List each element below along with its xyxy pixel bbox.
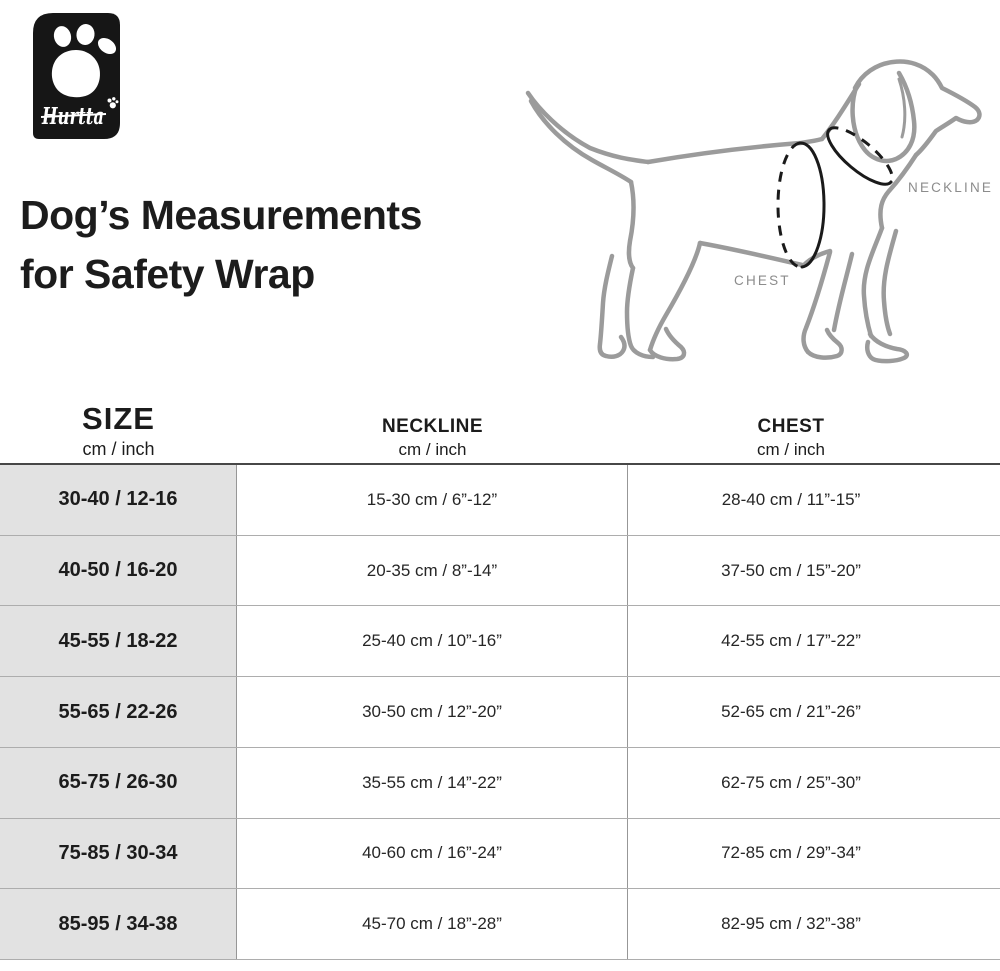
column-header-chest-units: cm / inch bbox=[756, 440, 826, 459]
neckline-cell: 15-30 cm / 6”-12” bbox=[237, 465, 628, 535]
chest-cell: 52-65 cm / 21”-26” bbox=[721, 702, 861, 722]
column-header-chest-label: CHEST bbox=[757, 416, 825, 437]
chest-diagram-label: CHEST bbox=[734, 273, 791, 288]
size-cell: 30-40 / 12-16 bbox=[0, 465, 237, 535]
dog-hind-leg-far-line bbox=[597, 253, 627, 360]
dog-throat-line bbox=[878, 152, 919, 231]
chest-cell: 37-50 cm / 15”-20” bbox=[721, 560, 861, 580]
table-row: 45-55 / 18-22 25-40 cm / 10”-16” 42-55 c… bbox=[0, 606, 1000, 678]
neckline-cell: 35-55 cm / 14”-22” bbox=[237, 747, 628, 818]
column-header-chest: CHEST cm / inch bbox=[628, 416, 1000, 460]
neckline-cell: 25-40 cm / 10”-16” bbox=[237, 606, 628, 677]
size-cell: 55-65 / 22-26 bbox=[0, 677, 237, 747]
hurtta-logo: Hurtta bbox=[33, 13, 120, 139]
chest-cell: 62-75 cm / 25”-30” bbox=[721, 772, 861, 792]
size-cell: 75-85 / 30-34 bbox=[0, 818, 237, 889]
column-header-neckline: NECKLINE cm / inch bbox=[237, 416, 628, 460]
neckline-diagram-label: NECKLINE bbox=[908, 180, 993, 195]
table-row: 85-95 / 34-38 45-70 cm / 18”-28” 82-95 c… bbox=[0, 889, 1000, 961]
column-header-size: SIZE cm / inch bbox=[0, 401, 237, 460]
title-line2: for Safety Wrap bbox=[20, 251, 315, 297]
table-header: SIZE cm / inch NECKLINE cm / inch CHEST … bbox=[0, 396, 1000, 462]
table-row: 30-40 / 12-16 15-30 cm / 6”-12” 28-40 cm… bbox=[0, 465, 1000, 536]
chest-cell: 82-95 cm / 32”-38” bbox=[721, 914, 861, 934]
dog-back-line bbox=[645, 136, 825, 165]
size-table: 30-40 / 12-16 15-30 cm / 6”-12” 28-40 cm… bbox=[0, 463, 1000, 961]
neckline-cell: 45-70 cm / 18”-28” bbox=[237, 889, 628, 960]
dog-diagram-svg: NECKLINE CHEST bbox=[525, 59, 993, 364]
dog-ear-line bbox=[850, 70, 917, 164]
chest-cell: 72-85 cm / 29”-34” bbox=[721, 843, 861, 863]
dog-tail-top-line bbox=[525, 90, 651, 165]
dog-front-paw-far bbox=[805, 327, 844, 360]
chest-cell: 28-40 cm / 11”-15” bbox=[721, 489, 861, 509]
hurtta-logo-svg: Hurtta bbox=[33, 13, 120, 139]
dog-belly-line bbox=[697, 240, 805, 268]
dog-head-line bbox=[852, 59, 982, 158]
neckline-cell: 20-35 cm / 8”-14” bbox=[237, 535, 628, 606]
title-line1: Dog’s Measurements bbox=[20, 192, 422, 238]
hurtta-paw-icon bbox=[51, 24, 117, 98]
dog-rump-line bbox=[626, 179, 636, 271]
size-cell: 45-55 / 18-22 bbox=[0, 606, 237, 677]
dog-hind-leg-near-front-line bbox=[647, 240, 703, 353]
dog-hind-shin-line bbox=[624, 265, 656, 360]
size-cell: 40-50 / 16-20 bbox=[0, 535, 237, 606]
dog-ear-inner-line bbox=[897, 77, 907, 139]
dog-front-leg-far-front-line bbox=[801, 249, 833, 355]
neckline-cell: 30-50 cm / 12”-20” bbox=[237, 677, 628, 747]
chest-measure-dashed bbox=[776, 141, 803, 269]
chest-cell: 42-55 cm / 17”-22” bbox=[721, 631, 861, 651]
table-row: 75-85 / 30-34 40-60 cm / 16”-24” 72-85 c… bbox=[0, 818, 1000, 890]
dog-front-paw-near bbox=[864, 331, 910, 364]
column-header-size-units: cm / inch bbox=[82, 439, 155, 459]
table-row: 55-65 / 22-26 30-50 cm / 12”-20” 52-65 c… bbox=[0, 677, 1000, 748]
column-header-neckline-label: NECKLINE bbox=[381, 416, 484, 437]
dog-front-leg-near-front-line bbox=[861, 225, 885, 339]
table-row: 65-75 / 26-30 35-55 cm / 14”-22” 62-75 c… bbox=[0, 747, 1000, 819]
neckline-measure-solid bbox=[826, 128, 893, 186]
size-cell: 65-75 / 26-30 bbox=[0, 747, 237, 818]
dog-measurement-diagram: NECKLINE CHEST bbox=[505, 35, 995, 385]
wordmark-strike-line bbox=[40, 113, 107, 118]
column-header-size-label: SIZE bbox=[82, 401, 155, 436]
table-row: 40-50 / 16-20 20-35 cm / 8”-14” 37-50 cm… bbox=[0, 535, 1000, 607]
dog-tail-bottom-line bbox=[528, 98, 634, 185]
size-cell: 85-95 / 34-38 bbox=[0, 889, 237, 960]
page-title: Dog’s Measurements for Safety Wrap bbox=[20, 186, 540, 304]
neckline-measure-dashed bbox=[827, 126, 894, 183]
dog-front-leg-near-back-line bbox=[881, 228, 899, 337]
dog-front-leg-far-back-line bbox=[831, 251, 855, 333]
chest-measure-solid bbox=[798, 141, 826, 269]
neckline-cell: 40-60 cm / 16”-24” bbox=[237, 818, 628, 889]
column-header-neckline-units: cm / inch bbox=[398, 440, 467, 459]
hurtta-mini-paw-icon bbox=[107, 97, 119, 109]
dog-hind-paw-near bbox=[647, 326, 687, 362]
